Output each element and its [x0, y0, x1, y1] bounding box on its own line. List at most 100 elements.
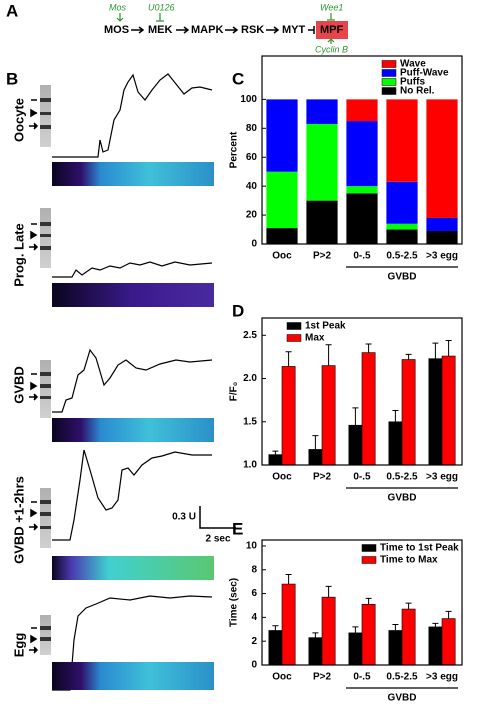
- group-label: GVBD: [388, 493, 417, 504]
- trace-label: Prog. Late: [11, 223, 26, 287]
- legend-label: 1st Peak: [305, 321, 346, 332]
- panel-label: A: [6, 1, 18, 20]
- group-label: GVBD: [388, 272, 417, 283]
- y-tick-label: 40: [246, 181, 258, 192]
- bar-segment: [346, 99, 378, 122]
- x-tick-label: Ooc: [272, 672, 292, 683]
- error-bar: [312, 435, 319, 450]
- scale-label: 0.3 U: [172, 512, 196, 523]
- x-tick-label: P>2: [313, 672, 332, 683]
- bar: [281, 366, 296, 466]
- bar-segment: [306, 200, 338, 244]
- panel-label: C: [232, 69, 244, 88]
- error-bar: [352, 626, 359, 633]
- mpf-box: [316, 21, 348, 39]
- plot-frame: [261, 317, 463, 466]
- error-bar: [405, 353, 412, 360]
- bar: [308, 637, 323, 666]
- heatmap: [52, 556, 214, 580]
- bar-segment: [306, 99, 338, 124]
- legend-label: Wave: [400, 59, 426, 70]
- bar-segment: [266, 99, 298, 172]
- annotation: U0126: [148, 2, 175, 12]
- gel-markers: [29, 99, 39, 654]
- y-tick-label: 100: [240, 94, 257, 105]
- x-tick-label: 0.5-2.5: [386, 251, 418, 262]
- error-bar: [272, 450, 279, 455]
- y-tick-label: 1.5: [243, 416, 257, 427]
- node: RSK: [241, 24, 264, 36]
- annotation: Mos: [109, 2, 127, 12]
- gels: [40, 85, 51, 655]
- trace-label: Egg: [11, 633, 26, 658]
- x-tick-label: 0-.5: [353, 251, 371, 262]
- trace-label: Oocyte: [11, 98, 26, 142]
- error-bar: [392, 410, 399, 422]
- bar: [321, 596, 336, 666]
- bar: [308, 449, 323, 466]
- y-tick-label: 10: [246, 541, 258, 552]
- y-tick-label: 2: [251, 636, 257, 647]
- legend-label: No Rel.: [400, 86, 435, 97]
- pathway: MOS MEK MAPK RSK MYT MPF Mos U0126 Wee1 …: [104, 2, 348, 54]
- gel-bands: [40, 98, 51, 641]
- bar: [428, 358, 443, 466]
- legend-swatch: [286, 322, 302, 330]
- y-tick-label: 2.0: [243, 373, 257, 384]
- bar: [268, 630, 283, 666]
- node: MAPK: [191, 24, 223, 36]
- bar: [388, 421, 403, 466]
- legend-label: Time to 1st Peak: [380, 543, 459, 554]
- x-tick-label: >3 egg: [426, 251, 458, 262]
- y-tick-label: 1.0: [243, 460, 257, 471]
- error-bar: [392, 624, 399, 631]
- error-bar: [285, 351, 292, 367]
- x-tick-label: 0-.5: [353, 672, 371, 683]
- panel-label: B: [6, 69, 18, 88]
- legend-label: Puff-Wave: [400, 68, 449, 79]
- scale-bar: [199, 506, 236, 529]
- error-bar: [405, 602, 412, 610]
- legend-swatch: [361, 556, 377, 564]
- trace: [52, 595, 213, 691]
- legend-swatch: [286, 334, 302, 342]
- y-tick-label: 6: [251, 588, 257, 599]
- x-tick-label: P>2: [313, 472, 332, 483]
- bar: [268, 454, 283, 466]
- bar: [401, 608, 416, 666]
- bar: [281, 583, 296, 666]
- bar-segment: [266, 171, 298, 229]
- y-tick-label: 20: [246, 210, 258, 221]
- scale-label: 2 sec: [205, 534, 230, 545]
- plot-frame: [261, 55, 463, 245]
- bar-segment: [426, 99, 458, 218]
- bar-segment: [426, 217, 458, 231]
- x-tick-label: >3 egg: [426, 472, 458, 483]
- bar: [401, 359, 416, 466]
- error-bar: [432, 342, 439, 359]
- traces: Oocyte Prog. Late GVBD GVBD +1-2hrs Egg …: [11, 73, 236, 691]
- heatmap: [52, 283, 214, 307]
- bar: [388, 630, 403, 666]
- y-tick-label: 80: [246, 123, 258, 134]
- bar-segment: [346, 186, 378, 194]
- x-tick-label: Ooc: [272, 251, 292, 262]
- x-tick-label: P>2: [313, 251, 332, 262]
- heatmap: [52, 662, 214, 690]
- error-bar: [325, 344, 332, 366]
- bar: [361, 603, 376, 666]
- bar-segment: [386, 99, 418, 182]
- x-tick-label: 0-.5: [353, 472, 371, 483]
- trace: [52, 348, 213, 413]
- bar-segment: [266, 228, 298, 244]
- y-tick-label: 60: [246, 152, 258, 163]
- legend-swatch: [361, 544, 377, 552]
- legend-swatch: [381, 87, 397, 95]
- x-tick-label: >3 egg: [426, 672, 458, 683]
- legend-swatch: [381, 69, 397, 77]
- x-tick-label: 0.5-2.5: [386, 472, 418, 483]
- y-tick-label: 8: [251, 564, 257, 575]
- trace-label: GVBD +1-2hrs: [11, 476, 26, 564]
- y-axis-label: F/F₀: [229, 382, 240, 402]
